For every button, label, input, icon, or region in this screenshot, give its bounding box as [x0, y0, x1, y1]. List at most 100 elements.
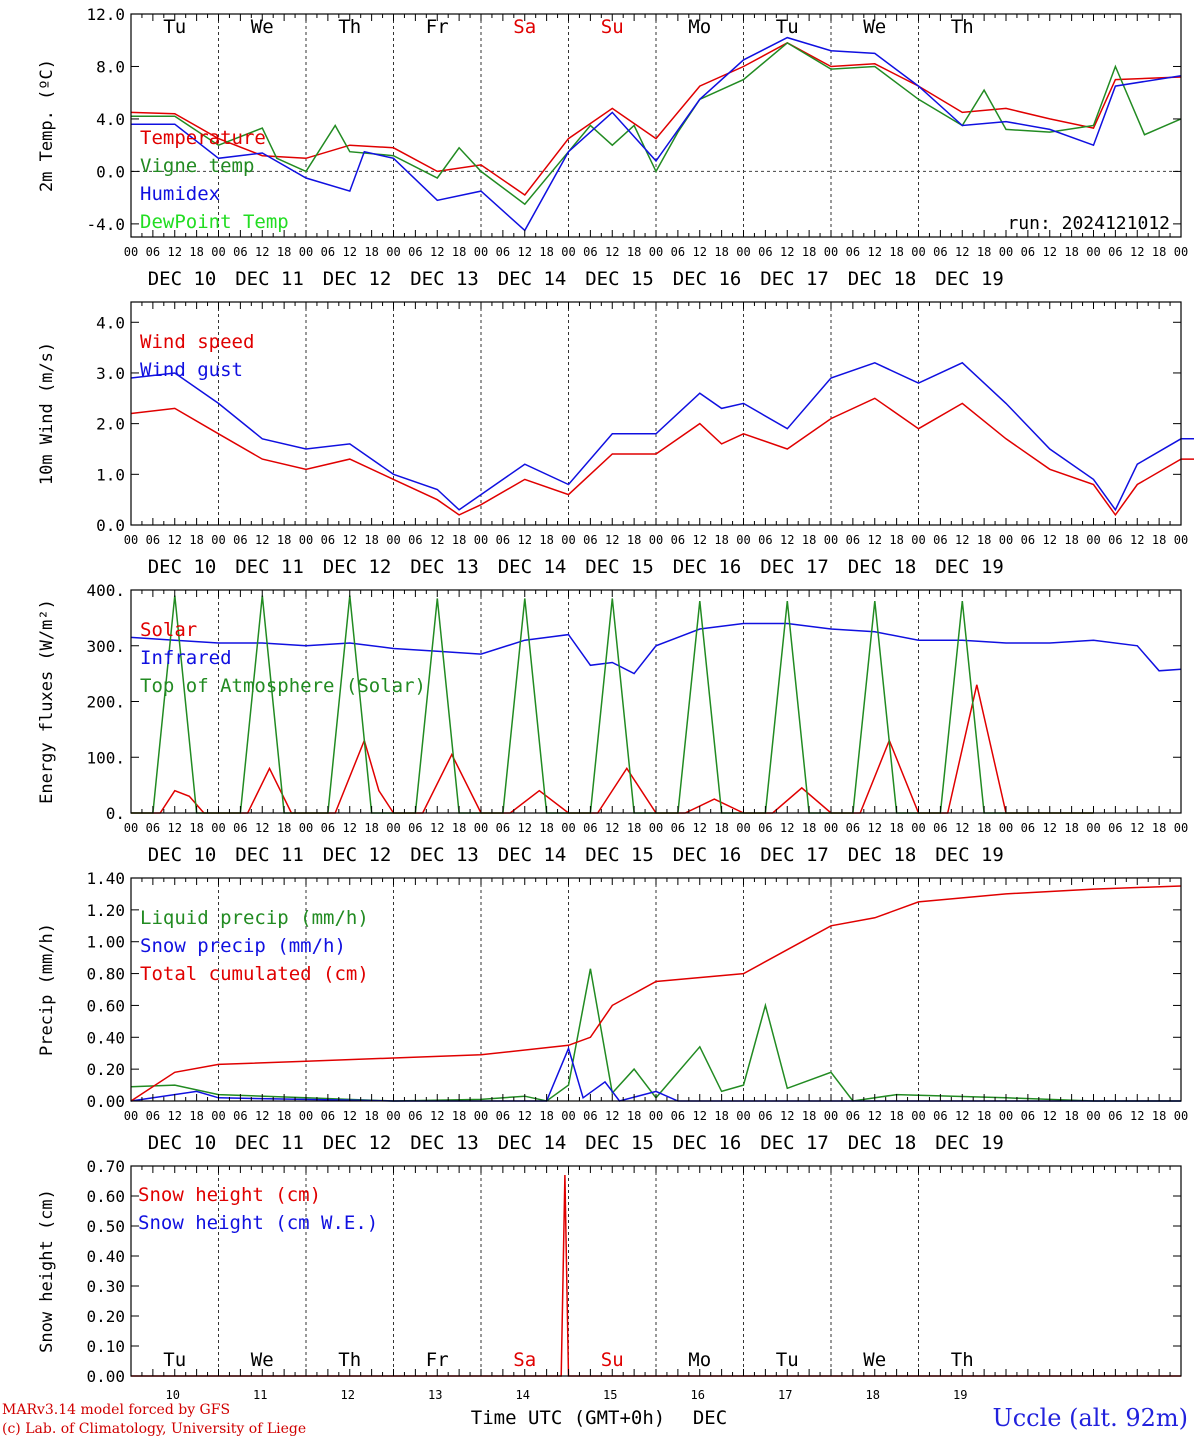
- x-hour-label: 18: [364, 533, 378, 547]
- y-tick-label: 1.40: [86, 869, 125, 888]
- x-hour-label: 00: [386, 1109, 400, 1123]
- footer-site-title: Uccle (alt. 92m): [992, 1404, 1188, 1432]
- x-day-label: DEC 12: [323, 556, 392, 578]
- legend-entry: DewPoint Temp: [140, 211, 289, 233]
- x-day-label: DEC 15: [585, 268, 654, 290]
- y-tick-label: 0.20: [86, 1307, 125, 1326]
- x-day-label: DEC 18: [848, 1132, 917, 1154]
- x-hour-label: 00: [911, 533, 925, 547]
- x-day-label: DEC 17: [760, 844, 829, 866]
- x-day-label: DEC 16: [673, 556, 742, 578]
- x-day-label: DEC 16: [673, 1132, 742, 1154]
- x-hour-label: 00: [999, 533, 1013, 547]
- x-hour-label: 00: [386, 245, 400, 259]
- x-hour-label: 12: [605, 533, 619, 547]
- x-hour-label: 18: [189, 245, 203, 259]
- x-hour-label: 00: [561, 821, 575, 835]
- x-hour-label: 00: [999, 1109, 1013, 1123]
- x-day-label: DEC 15: [585, 556, 654, 578]
- x-hour-label: 18: [977, 821, 991, 835]
- x-day-label: DEC 11: [235, 1132, 304, 1154]
- day-number-label: 11: [253, 1388, 267, 1402]
- x-hour-label: 18: [977, 245, 991, 259]
- legend-entry: Infrared: [140, 647, 232, 669]
- series-line-temperature: [130, 42, 1182, 197]
- x-day-label: DEC 10: [148, 1132, 217, 1154]
- x-hour-label: 06: [1021, 821, 1035, 835]
- x-hour-label: 18: [189, 821, 203, 835]
- weekday-label-bottom: Su: [601, 1349, 624, 1371]
- x-hour-label: 00: [736, 1109, 750, 1123]
- x-hour-label: 06: [146, 1109, 160, 1123]
- x-day-label: DEC 13: [410, 556, 479, 578]
- x-hour-label: 06: [146, 821, 160, 835]
- legend-entry: Total cumulated (cm): [140, 963, 369, 985]
- x-hour-label: 06: [1021, 533, 1035, 547]
- x-hour-label: 00: [299, 245, 313, 259]
- weekday-label-bottom: Tu: [163, 1349, 186, 1371]
- x-hour-label: 06: [846, 1109, 860, 1123]
- x-hour-label: 00: [124, 533, 138, 547]
- x-day-label: DEC 18: [848, 268, 917, 290]
- x-hour-label: 18: [539, 533, 553, 547]
- x-hour-label: 00: [824, 245, 838, 259]
- panel-2: 4.0 3.0 2.0 1.0 0.0 10m Wind (m/s) Wind speed W…: [37, 301, 1194, 578]
- x-day-label: DEC 12: [323, 1132, 392, 1154]
- x-hour-label: 18: [802, 1109, 816, 1123]
- weekday-label-top: Mo: [688, 16, 711, 38]
- x-hour-label: 00: [736, 821, 750, 835]
- weekday-label-top: Fr: [426, 16, 449, 38]
- weekday-label-top: Su: [601, 16, 624, 38]
- plot-frame: [130, 589, 1182, 814]
- y-tick-label: 1.0: [96, 465, 125, 484]
- x-hour-label: 12: [518, 245, 532, 259]
- x-hour-label: 00: [999, 245, 1013, 259]
- x-hour-label: 12: [1130, 245, 1144, 259]
- x-hour-label: 18: [364, 1109, 378, 1123]
- x-hour-label: 12: [518, 533, 532, 547]
- x-axis-month: DEC: [693, 1407, 727, 1429]
- x-hour-label: 06: [321, 821, 335, 835]
- x-hour-label: 06: [496, 245, 510, 259]
- x-axis-label: Time UTC (GMT+0h): [471, 1407, 665, 1429]
- x-hour-label: 18: [1064, 821, 1078, 835]
- x-day-label: DEC 11: [235, 556, 304, 578]
- x-hour-label: 06: [1108, 1109, 1122, 1123]
- x-hour-label: 12: [168, 1109, 182, 1123]
- y-tick-label: 0.0: [96, 162, 125, 181]
- x-hour-label: 00: [1086, 821, 1100, 835]
- x-hour-label: 06: [671, 245, 685, 259]
- x-day-label: DEC 12: [323, 268, 392, 290]
- x-hour-label: 06: [671, 533, 685, 547]
- series-line-solar: [131, 684, 1094, 814]
- y-tick-label: 0.60: [86, 996, 125, 1015]
- x-hour-label: 00: [561, 245, 575, 259]
- x-hour-label: 18: [1152, 821, 1166, 835]
- x-hour-label: 12: [868, 821, 882, 835]
- x-hour-label: 06: [758, 1109, 772, 1123]
- series-line-total-cumulated-cm: [130, 885, 1182, 1102]
- x-hour-label: 12: [955, 245, 969, 259]
- x-hour-label: 12: [1130, 533, 1144, 547]
- x-hour-label: 06: [146, 533, 160, 547]
- x-hour-label: 18: [714, 245, 728, 259]
- x-hour-label: 18: [277, 1109, 291, 1123]
- x-hour-label: 06: [1108, 533, 1122, 547]
- legend-entry: Top of Atmosphere (Solar): [140, 675, 426, 697]
- x-hour-label: 00: [1174, 1109, 1188, 1123]
- x-hour-label: 12: [168, 245, 182, 259]
- x-hour-label: 06: [496, 533, 510, 547]
- y-axis-label: Energy fluxes (W/m²): [37, 599, 57, 804]
- x-hour-label: 06: [933, 1109, 947, 1123]
- x-day-label: DEC 16: [673, 844, 742, 866]
- y-tick-label: 4.0: [96, 110, 125, 129]
- weekday-label-top: Sa: [513, 16, 536, 38]
- x-hour-label: 12: [605, 821, 619, 835]
- y-tick-label: 1.20: [86, 901, 125, 920]
- x-hour-label: 00: [474, 821, 488, 835]
- x-hour-label: 18: [189, 533, 203, 547]
- x-hour-label: 00: [1086, 245, 1100, 259]
- run-label: run: 2024121012: [1007, 213, 1170, 234]
- x-hour-label: 18: [539, 245, 553, 259]
- weekday-label-bottom: Th: [951, 1349, 974, 1371]
